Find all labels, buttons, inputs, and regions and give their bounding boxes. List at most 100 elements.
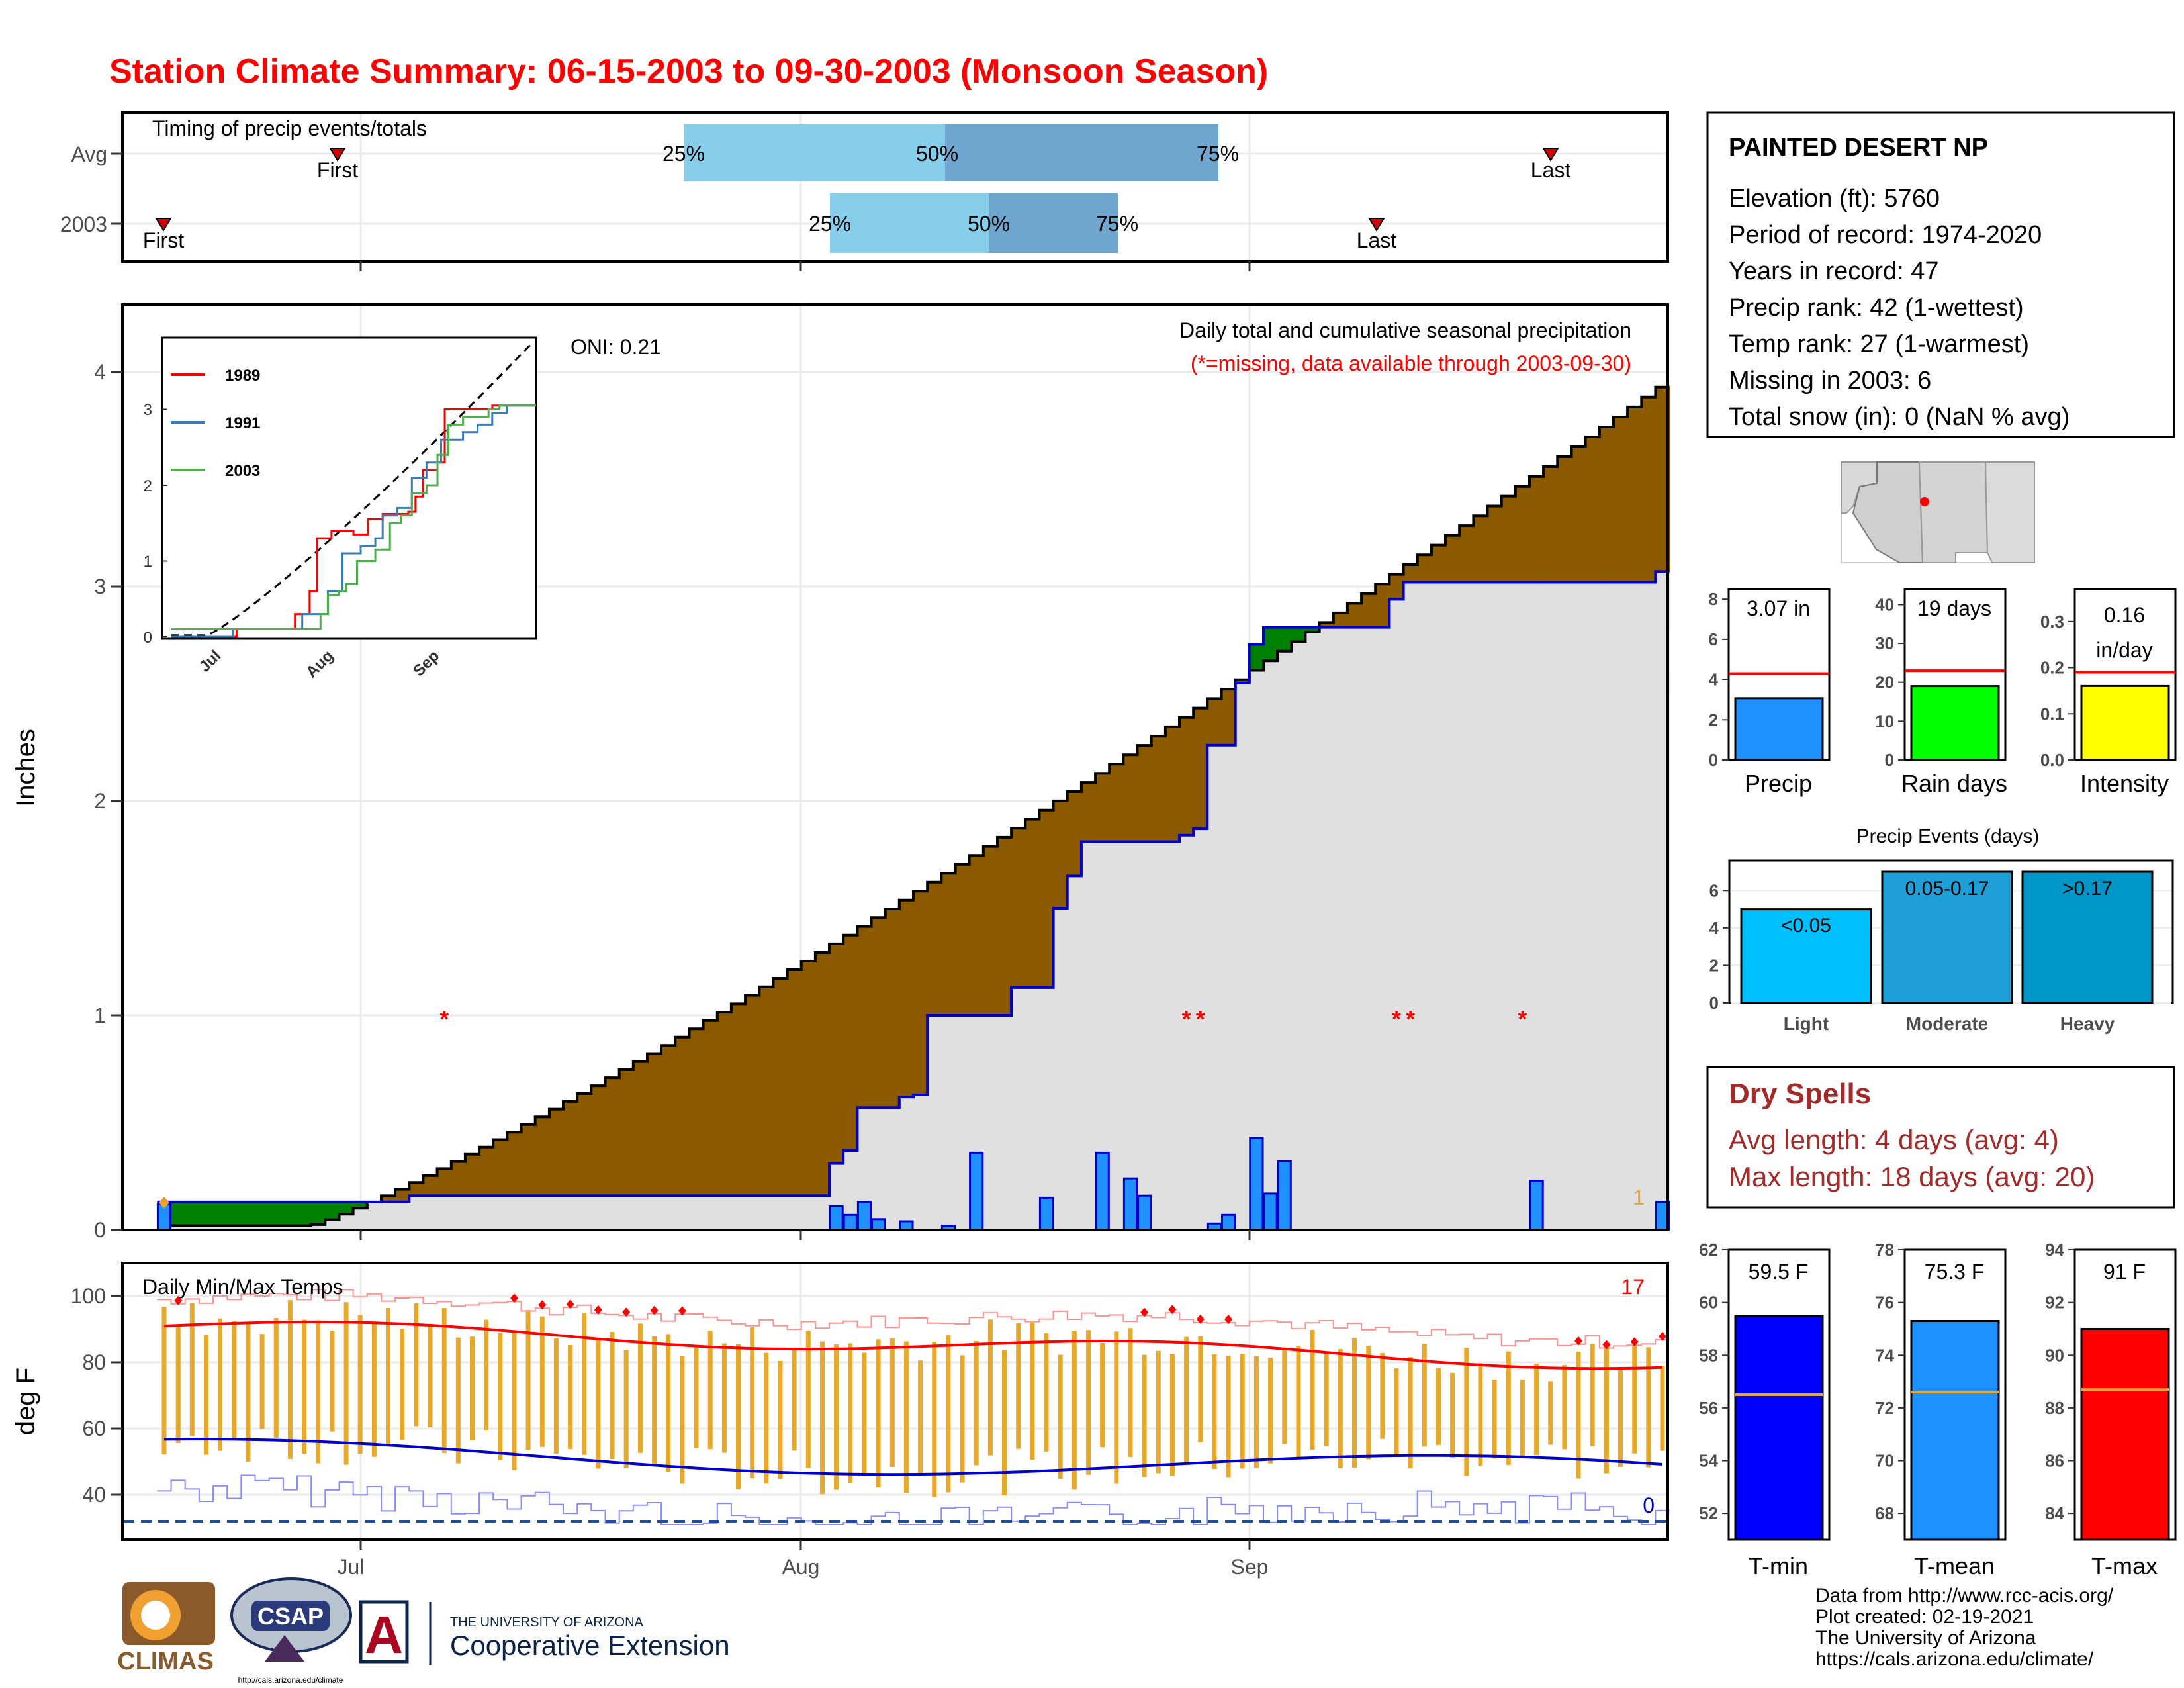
deficit-fill-day-42	[745, 995, 760, 1196]
temp-range-bar-0	[161, 1307, 167, 1454]
deficit-fill-day-32	[605, 1078, 620, 1196]
dry-spells-box: Dry Spells Avg length: 4 days (avg: 4) M…	[1706, 1066, 2175, 1209]
temp-range-bar-8	[273, 1318, 279, 1438]
deficit-fill-day-37	[675, 1037, 690, 1196]
surplus-fill-day-5	[227, 1201, 242, 1226]
deficit-fill-day-95	[1487, 506, 1502, 583]
temp-ytick-60: 60	[82, 1417, 106, 1440]
record-high-marker-1	[510, 1293, 518, 1303]
temp-range-bar-43	[764, 1352, 769, 1484]
temp-range-bar-82	[1310, 1329, 1315, 1450]
temp-range-bar-47	[820, 1341, 825, 1495]
inset-ytick-1: 1	[144, 553, 152, 571]
record-high-marker-2	[538, 1300, 547, 1310]
temp-range-bar-26	[525, 1310, 531, 1450]
deficit-fill-day-102	[1585, 437, 1600, 583]
deficit-fill-day-62	[1025, 819, 1040, 988]
inset-ytick-0: 0	[144, 629, 152, 647]
record-high-marker-10	[1196, 1314, 1205, 1324]
precip-events-chart: Precip Events (days) 0 2 4 6 <0.05 0.05-0.1…	[1709, 825, 2174, 1034]
temp-range-bar-28	[553, 1338, 559, 1454]
y2003-last-label: Last	[1357, 228, 1397, 252]
tmax-ytick-2: 88	[2045, 1398, 2064, 1418]
temp-range-bar-102	[1590, 1344, 1595, 1446]
temp-range-bar-1	[175, 1325, 181, 1443]
inset-y-ticks: 0 1 2 3	[144, 401, 152, 647]
intensity-ytick-2: 0.2	[2040, 658, 2064, 678]
deficit-fill-day-69	[1123, 755, 1138, 842]
daily-precip-bar-7	[969, 1151, 984, 1231]
daily-precip-bar-8	[1038, 1196, 1054, 1231]
temp-range-bar-42	[750, 1327, 755, 1479]
record-low-line	[157, 1474, 1670, 1525]
missing-day-marker-2: *	[1196, 1006, 1205, 1033]
deficit-fill-day-87	[1375, 584, 1390, 628]
deficit-fill-day-29	[563, 1101, 578, 1196]
temp-range-bar-103	[1604, 1345, 1609, 1474]
temp-range-bar-84	[1338, 1349, 1343, 1468]
deficit-fill-day-83	[1319, 622, 1334, 628]
cumulative-2003-line	[157, 570, 1670, 1203]
temp-plot-frame	[121, 1262, 1669, 1541]
y2003-first-marker	[155, 218, 172, 232]
deficit-fill-day-35	[647, 1053, 662, 1196]
deficit-fill-day-93	[1459, 526, 1474, 583]
deficit-fill-day-25	[507, 1132, 522, 1196]
locator-map	[1841, 461, 2035, 563]
deficit-fill-day-27	[535, 1117, 550, 1196]
cumulative-average-line	[157, 385, 1670, 1227]
deficit-fill-day-71	[1151, 736, 1166, 842]
record-high-marker-9	[1168, 1305, 1177, 1315]
station-location-dot	[1920, 497, 1929, 506]
temp-range-bar-59	[987, 1319, 993, 1456]
daily-precip-bar-1	[829, 1205, 844, 1231]
station-line-snow: Total snow (in): 0 (NaN % avg)	[1729, 403, 2070, 431]
temp-range-bar-79	[1268, 1358, 1273, 1464]
intensity-value-text-2: in/day	[2096, 638, 2152, 662]
temp-range-bar-34	[637, 1323, 643, 1453]
deficit-fill-day-73	[1179, 717, 1194, 835]
raindays-value-text: 19 days	[1917, 596, 1991, 620]
main-plot-marks: * * * * * *	[156, 385, 1670, 1231]
temp-range-bar-75	[1212, 1354, 1217, 1469]
y2003-q75-label: 75%	[1096, 212, 1138, 236]
dry-spells-line1: Avg length: 4 days (avg: 4)	[1729, 1124, 2059, 1155]
tmean-ytick-3: 74	[1875, 1345, 1894, 1365]
cumulative-2003-area	[157, 571, 1670, 1230]
precip-ytick-3: 6	[1709, 630, 1718, 649]
deficit-fill-day-76	[1221, 689, 1236, 745]
temp-range-bar-55	[932, 1341, 937, 1497]
precip-ytick-2: 4	[1709, 670, 1719, 690]
surplus-fill-day-12	[325, 1201, 340, 1220]
temp-range-bar-17	[400, 1329, 405, 1440]
main-plot-frame	[121, 303, 1669, 1231]
timing-panel: Timing of precip events/totals Avg 2003 …	[60, 111, 1669, 271]
temp-range-bar-69	[1128, 1328, 1133, 1457]
deficit-fill-day-90	[1417, 555, 1432, 583]
record-high-marker-5	[622, 1307, 631, 1317]
temp-range-bar-37	[680, 1356, 685, 1484]
deficit-fill-day-18	[409, 1182, 424, 1196]
temp-range-bar-51	[876, 1339, 881, 1488]
deficit-fill-day-57	[955, 864, 970, 1015]
deficit-fill-day-97	[1515, 486, 1530, 583]
station-line-period: Period of record: 1974-2020	[1729, 221, 2042, 249]
tmax-ytick-5: 94	[2045, 1240, 2064, 1260]
inset-line-2003	[171, 404, 536, 630]
temp-range-bar-66	[1086, 1330, 1091, 1475]
temp-range-bar-97	[1520, 1380, 1525, 1458]
deficit-fill-day-38	[689, 1029, 704, 1196]
temp-range-bar-11	[316, 1320, 321, 1464]
temp-range-bar-40	[721, 1343, 727, 1453]
temp-range-bar-83	[1324, 1352, 1329, 1446]
temp-range-bar-60	[1002, 1350, 1007, 1495]
temp-range-bar-38	[694, 1344, 699, 1449]
daily-precip-bar-3	[856, 1201, 872, 1231]
temp-range-bar-54	[918, 1360, 923, 1475]
events-ytick-1: 2	[1709, 955, 1719, 975]
temp-range-bar-105	[1632, 1346, 1637, 1454]
temp-range-bar-81	[1296, 1345, 1301, 1458]
events-bar-light	[1740, 908, 1872, 1004]
temp-range-bar-27	[539, 1316, 545, 1447]
deficit-fill-day-40	[717, 1012, 732, 1196]
